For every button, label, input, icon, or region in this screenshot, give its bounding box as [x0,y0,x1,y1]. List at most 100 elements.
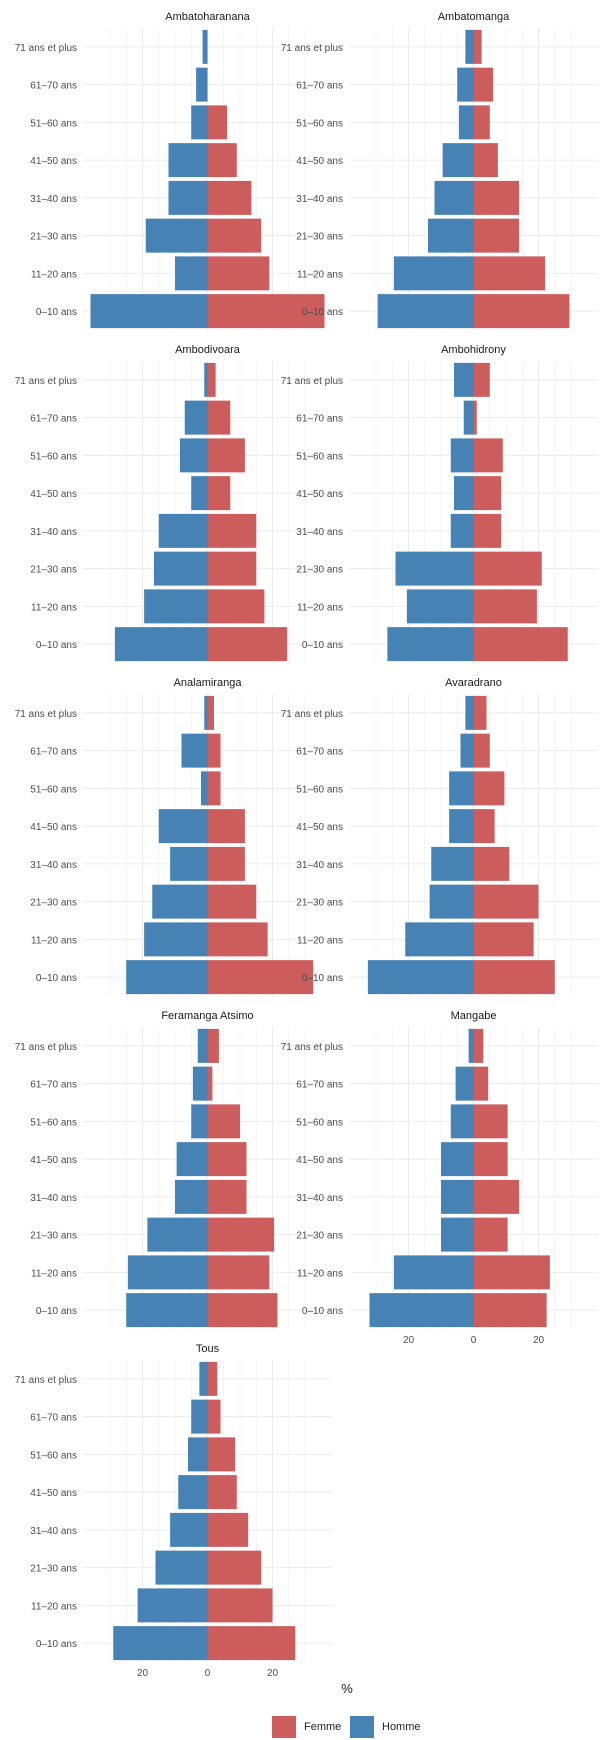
bar-femme [473,1255,550,1290]
bar-homme [429,884,474,919]
bar-homme [181,733,208,768]
facet-panel: 0–10 ans 11–20 ans 21–30 ans 31–40 ans 41–50… [15,344,332,663]
bar-homme [137,1588,208,1623]
y-tick-label: 31–40 ans [296,527,343,538]
bar-femme [207,733,221,768]
bar-homme [202,29,208,64]
bar-homme [191,476,208,511]
y-tick-label: 21–30 ans [296,898,343,909]
x-tick-zero: 0 [471,1335,477,1346]
bar-femme [473,884,539,919]
bar-femme [473,627,568,662]
bar-homme [457,67,474,102]
legend-label-homme: Homme [382,1721,421,1733]
bar-homme [175,1179,208,1214]
bar-femme [473,551,542,586]
bar-femme [207,180,252,215]
bar-homme [367,960,474,995]
bar-femme [207,1104,240,1139]
bar-homme [126,1293,208,1328]
y-tick-label: 21–30 ans [30,565,77,576]
bar-femme [207,1626,296,1661]
facet-title: Ambatoharanana [165,11,250,23]
legend-swatch-femme [272,1716,296,1738]
y-tick-label: 0–10 ans [302,640,343,651]
bar-femme [473,1066,489,1101]
y-tick-label: 0–10 ans [302,1306,343,1317]
y-tick-label: 21–30 ans [30,1564,77,1575]
bar-femme [207,884,257,919]
bar-femme [207,1512,249,1547]
facet-title: Ambohidrony [441,344,506,356]
bar-homme [158,809,208,844]
bar-homme [152,884,208,919]
y-tick-label: 61–70 ans [30,81,77,92]
y-tick-label: 71 ans et plus [15,376,77,387]
bar-homme [449,771,474,806]
bar-homme [114,627,208,662]
facet-panel: 0–10 ans 11–20 ans 21–30 ans 31–40 ans 41–50… [281,1010,598,1346]
bar-homme [460,733,474,768]
y-tick-label: 11–20 ans [297,269,343,280]
bar-homme [90,294,208,329]
y-tick-label: 31–40 ans [30,194,77,205]
bar-femme [207,922,268,957]
bar-homme [463,400,474,435]
bar-femme [207,476,231,511]
bar-femme [473,589,537,624]
y-tick-label: 0–10 ans [36,1306,77,1317]
bar-femme [207,1550,262,1585]
x-tick-left-20: 20 [403,1335,415,1346]
bar-femme [473,1293,547,1328]
bar-homme [170,846,208,881]
y-tick-label: 0–10 ans [36,640,77,651]
y-tick-label: 31–40 ans [296,860,343,871]
x-tick-left-20: 20 [137,1668,149,1679]
bar-femme [473,67,493,102]
y-tick-label: 0–10 ans [36,973,77,984]
bar-femme [473,809,495,844]
bar-homme [168,143,208,178]
y-tick-label: 71 ans et plus [281,1042,343,1053]
y-tick-label: 71 ans et plus [15,709,77,720]
bar-homme [441,1142,474,1177]
y-tick-label: 21–30 ans [296,1231,343,1242]
bar-femme [473,695,487,730]
y-tick-label: 61–70 ans [30,1080,77,1091]
y-tick-label: 31–40 ans [296,1193,343,1204]
bar-homme [176,1142,208,1177]
bar-femme [473,400,477,435]
bar-homme [449,809,474,844]
bar-femme [473,105,490,140]
bar-femme [473,960,555,995]
y-tick-label: 41–50 ans [30,1155,77,1166]
facet-title: Analamiranga [174,677,243,689]
y-tick-label: 31–40 ans [30,1526,77,1537]
y-tick-label: 11–20 ans [31,1601,77,1612]
bar-femme [473,294,570,329]
bar-homme [377,294,474,329]
bar-femme [207,513,257,548]
x-tick-right-20: 20 [267,1668,279,1679]
bar-homme [458,105,474,140]
facet-panel: 0–10 ans 11–20 ans 21–30 ans 31–40 ans 41–50… [281,677,598,996]
bar-homme [395,551,474,586]
bar-femme [207,695,214,730]
y-tick-label: 31–40 ans [30,860,77,871]
bar-homme [153,551,208,586]
y-tick-label: 11–20 ans [297,602,343,613]
bar-homme [179,438,208,473]
x-axis-title: % [341,1681,353,1696]
bar-homme [192,1066,208,1101]
bar-homme [147,1217,208,1252]
bar-homme [144,589,208,624]
y-tick-label: 71 ans et plus [15,1042,77,1053]
y-tick-label: 31–40 ans [30,1193,77,1204]
y-tick-label: 41–50 ans [296,822,343,833]
bar-homme [450,1104,474,1139]
bar-homme [175,256,208,291]
y-tick-label: 41–50 ans [296,156,343,167]
facet-panel: 0–10 ans 11–20 ans 21–30 ans 31–40 ans 41–50… [15,1010,332,1329]
bar-femme [473,922,534,957]
